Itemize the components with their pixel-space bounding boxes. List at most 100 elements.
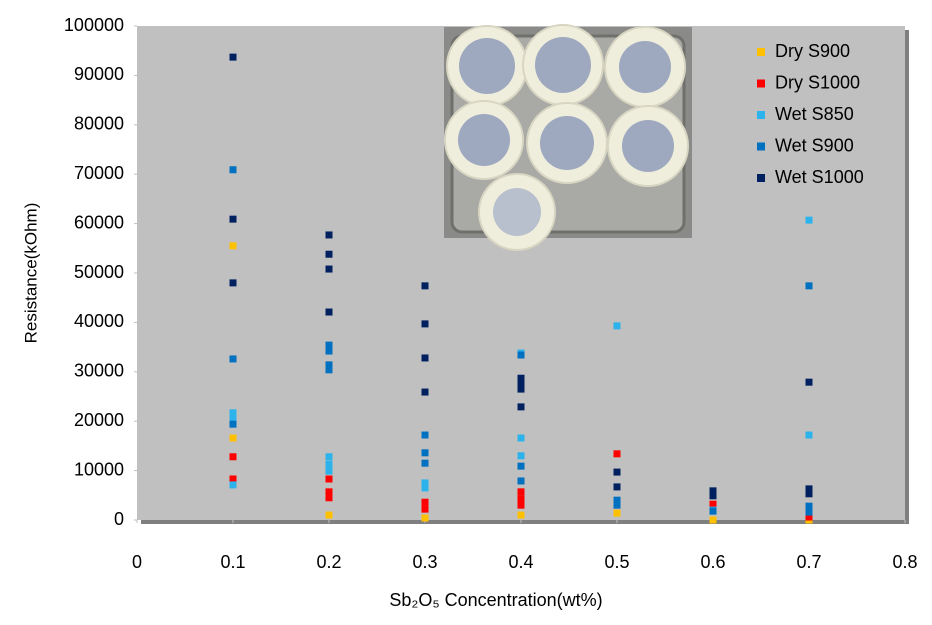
point	[229, 279, 237, 287]
y-tick-label: 70000	[74, 163, 124, 183]
point	[421, 354, 429, 362]
point	[805, 502, 813, 510]
point	[805, 282, 813, 290]
x-tick-label: 0	[132, 552, 142, 572]
point	[517, 385, 525, 393]
point	[325, 494, 333, 502]
point	[325, 475, 333, 483]
point	[709, 492, 717, 500]
point	[229, 215, 237, 223]
point	[613, 483, 621, 491]
x-tick-label: 0.3	[412, 552, 437, 572]
point	[805, 490, 813, 498]
legend-swatch	[757, 111, 765, 119]
point	[229, 242, 237, 250]
point	[517, 434, 525, 442]
point	[421, 479, 429, 487]
point	[229, 434, 237, 442]
point	[805, 513, 813, 521]
point	[613, 501, 621, 509]
y-tick-label: 100000	[64, 15, 124, 35]
y-tick-label: 80000	[74, 114, 124, 134]
point	[517, 495, 525, 503]
legend-label: Wet S850	[775, 104, 854, 124]
point	[421, 431, 429, 439]
point	[421, 449, 429, 457]
point	[613, 468, 621, 476]
legend-swatch	[757, 174, 765, 182]
x-tick-label: 0.1	[220, 552, 245, 572]
point	[517, 477, 525, 485]
y-tick-label: 10000	[74, 459, 124, 479]
point	[325, 341, 333, 349]
point	[805, 378, 813, 386]
point	[517, 403, 525, 411]
point	[325, 250, 333, 258]
point	[229, 53, 237, 61]
point	[517, 374, 525, 382]
y-tick-label: 90000	[74, 64, 124, 84]
point	[229, 475, 237, 483]
point	[709, 516, 717, 524]
point	[517, 511, 525, 519]
point	[421, 320, 429, 328]
point	[229, 415, 237, 423]
point	[421, 514, 429, 522]
x-tick-label: 0.5	[604, 552, 629, 572]
point	[805, 216, 813, 224]
y-tick-label: 0	[114, 509, 124, 529]
point	[421, 505, 429, 513]
y-axis-label: Resistance(kOhm)	[21, 203, 40, 344]
legend-swatch	[757, 48, 765, 56]
y-tick-label: 20000	[74, 410, 124, 430]
point	[517, 501, 525, 509]
point	[805, 508, 813, 516]
point	[613, 450, 621, 458]
y-tick-label: 50000	[74, 262, 124, 282]
point	[421, 498, 429, 506]
legend-label: Wet S1000	[775, 167, 864, 187]
point	[229, 166, 237, 174]
legend-label: Wet S900	[775, 135, 854, 155]
point	[421, 459, 429, 467]
point	[325, 308, 333, 316]
legend-swatch	[757, 142, 765, 151]
x-axis-label: Sb₂O₅ Concentration(wt%)	[389, 590, 602, 610]
legend-label: Dry S1000	[775, 72, 860, 92]
y-tick-label: 40000	[74, 311, 124, 331]
point	[229, 355, 237, 363]
y-tick-label: 30000	[74, 361, 124, 381]
point	[325, 467, 333, 475]
point	[229, 409, 237, 417]
point	[805, 431, 813, 439]
inset-photo	[444, 24, 692, 251]
x-tick-label: 0.4	[508, 552, 533, 572]
legend-label: Dry S900	[775, 41, 850, 61]
point	[517, 379, 525, 387]
y-tick-label: 60000	[74, 212, 124, 232]
x-tick-label: 0.8	[892, 552, 917, 572]
point	[709, 487, 717, 495]
point	[325, 366, 333, 374]
point	[229, 481, 237, 489]
point	[421, 282, 429, 290]
point	[613, 322, 621, 330]
point	[325, 231, 333, 239]
point	[517, 452, 525, 460]
point	[805, 485, 813, 493]
point	[517, 351, 525, 359]
point	[325, 347, 333, 355]
point	[325, 453, 333, 461]
point	[325, 265, 333, 273]
point	[709, 500, 717, 508]
point	[421, 388, 429, 396]
point	[325, 361, 333, 369]
point	[517, 488, 525, 496]
point	[421, 484, 429, 492]
point	[229, 453, 237, 461]
point	[325, 488, 333, 496]
x-tick-label: 0.7	[796, 552, 821, 572]
point	[325, 511, 333, 519]
point	[229, 420, 237, 428]
